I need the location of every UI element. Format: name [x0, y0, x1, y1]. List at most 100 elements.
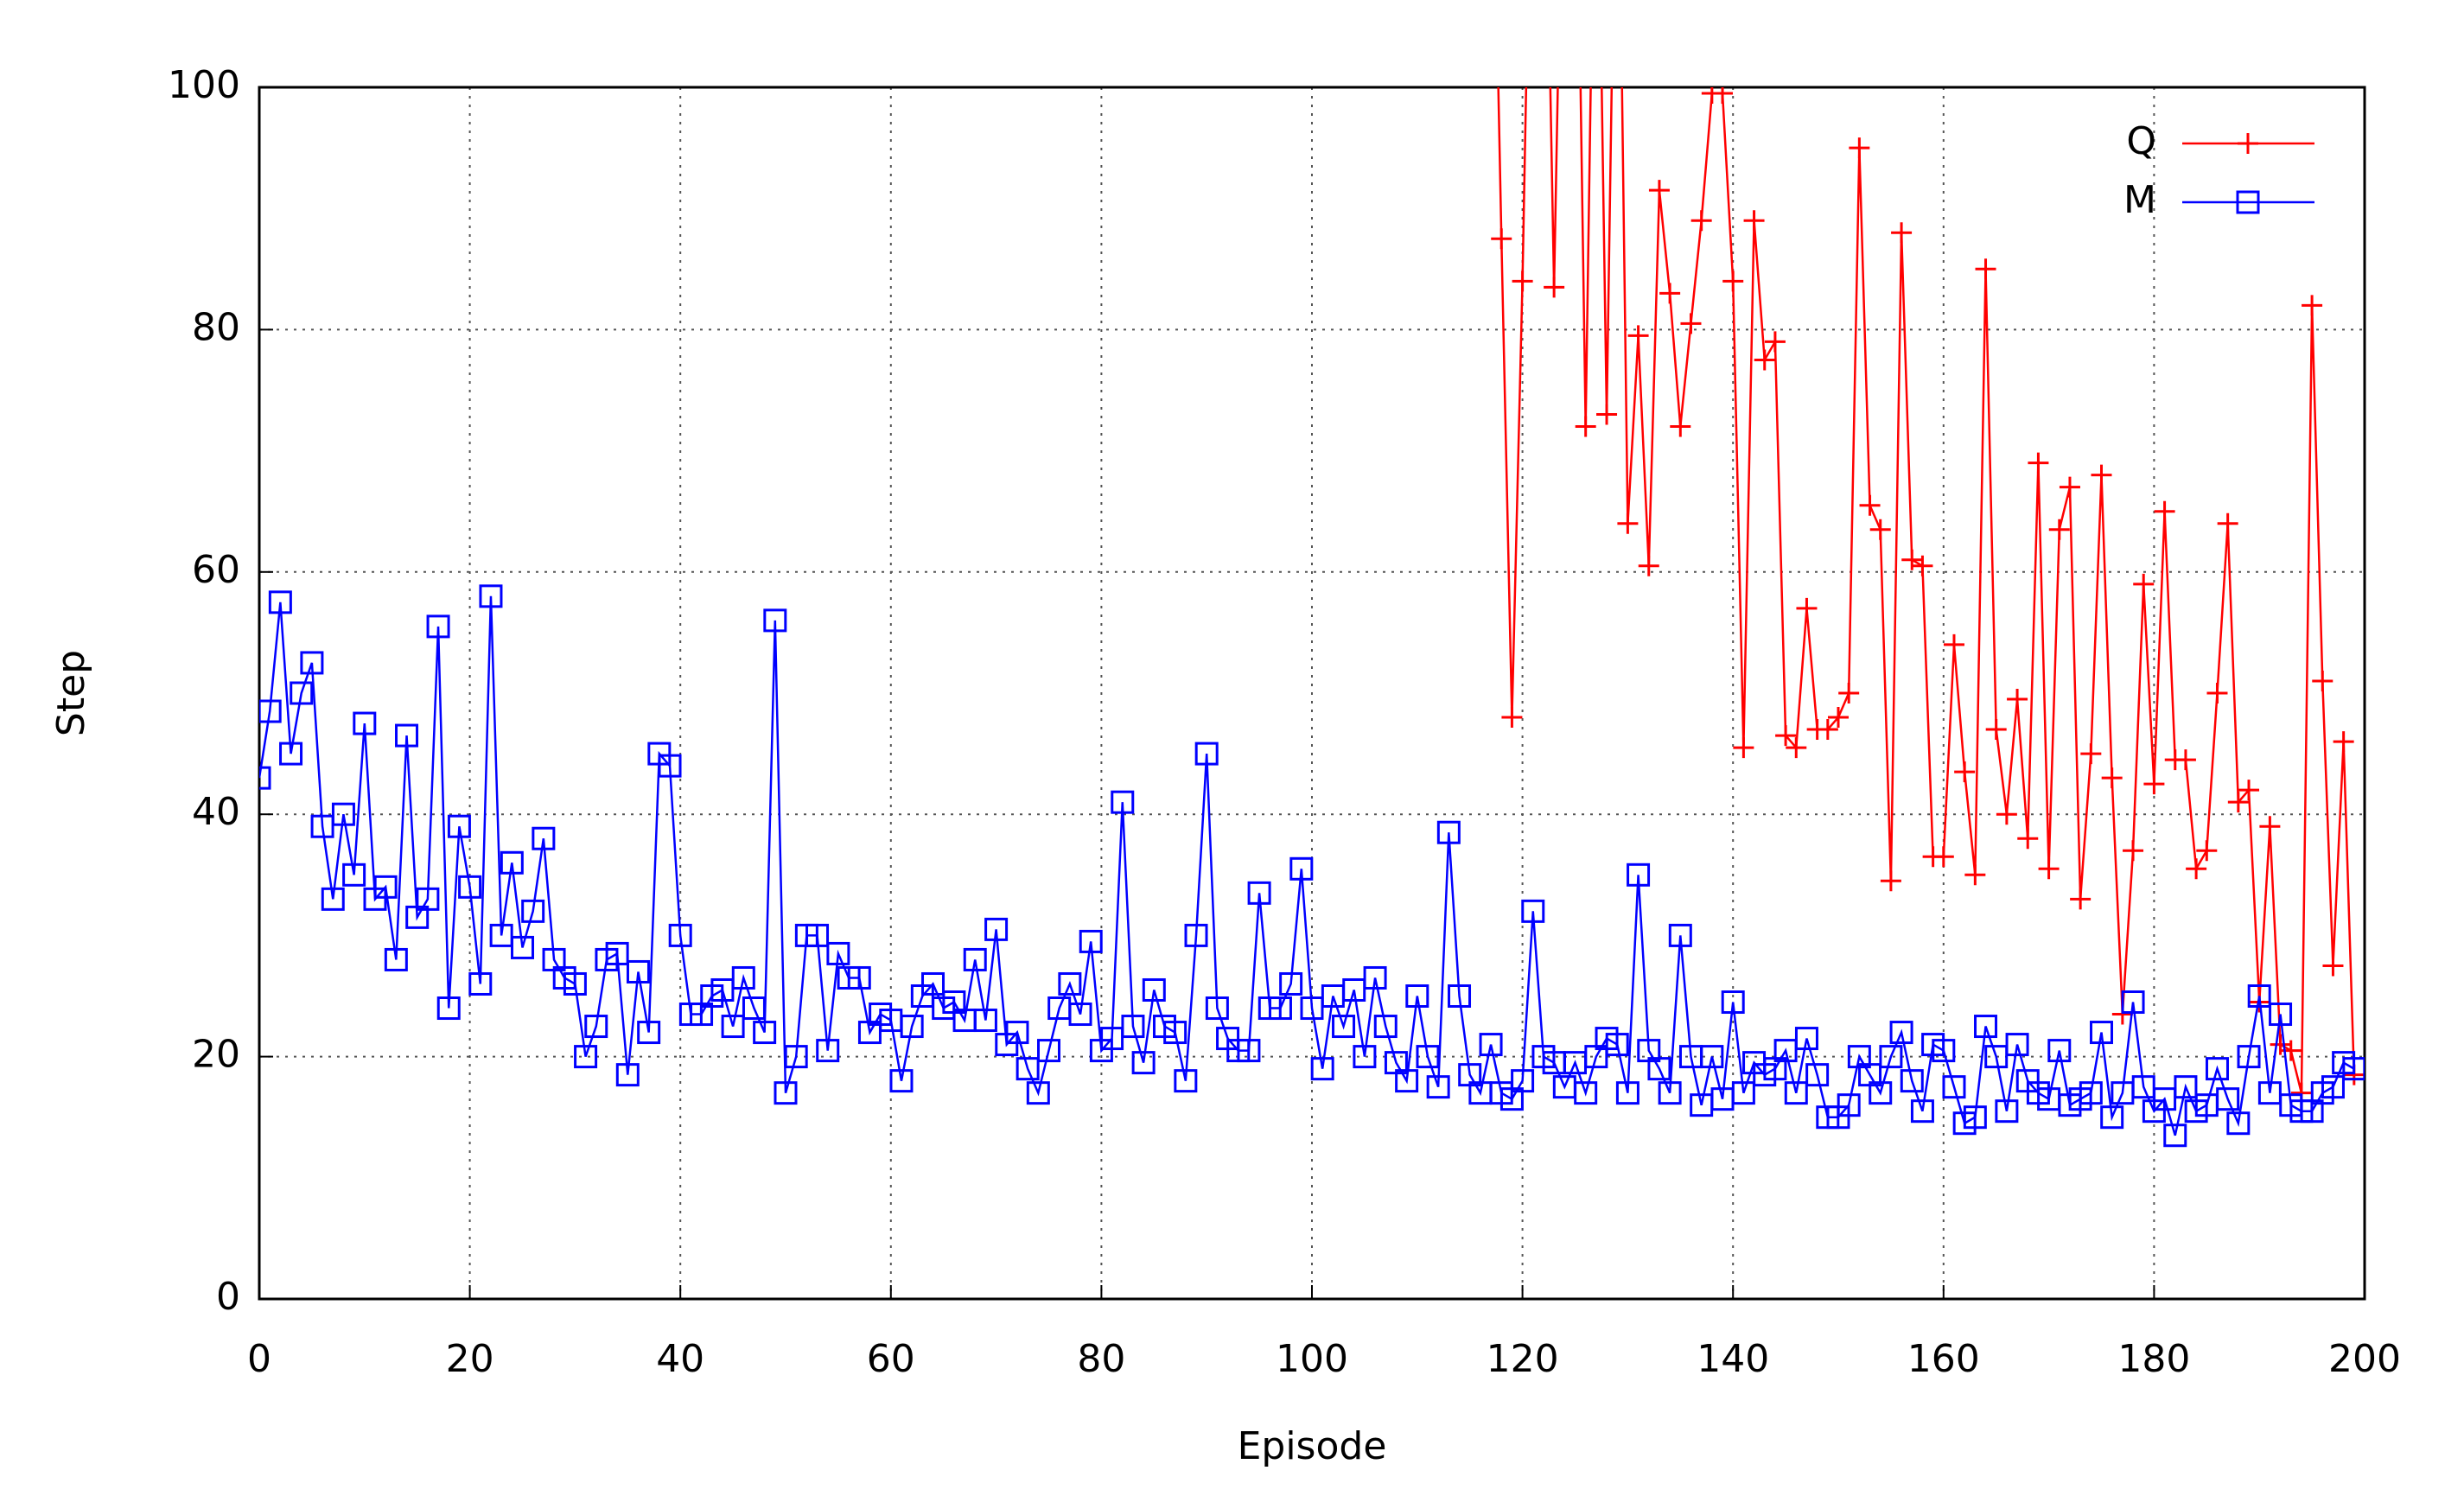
marker — [1733, 737, 1754, 759]
marker — [2079, 1081, 2103, 1105]
marker — [2163, 1124, 2187, 1148]
x-tick-label: 200 — [2328, 1337, 2401, 1381]
marker — [2322, 955, 2344, 977]
marker — [1247, 881, 1271, 905]
marker — [637, 1021, 661, 1045]
legend-label: Q — [2126, 119, 2156, 163]
marker — [2017, 828, 2039, 850]
marker — [816, 1039, 840, 1063]
marker — [279, 742, 303, 766]
marker — [1817, 719, 1838, 741]
marker — [1079, 929, 1103, 953]
marker — [2174, 1075, 2198, 1099]
marker — [1268, 996, 1292, 1021]
plot-area — [259, 87, 2365, 1148]
marker — [1342, 977, 1366, 1002]
marker — [2028, 452, 2049, 474]
marker — [521, 899, 545, 923]
marker — [259, 699, 282, 723]
marker — [1005, 1021, 1029, 1045]
marker — [1596, 404, 1618, 425]
marker — [1575, 416, 1596, 437]
marker — [1100, 1027, 1124, 1051]
marker — [1658, 1081, 1682, 1105]
marker — [479, 584, 503, 608]
y-tick-label: 20 — [192, 1033, 240, 1077]
marker — [1668, 923, 1692, 947]
marker — [310, 814, 334, 838]
marker — [1932, 846, 1954, 868]
marker — [1479, 1033, 1503, 1057]
marker — [1995, 1099, 2019, 1124]
marker — [2237, 1045, 2261, 1069]
marker — [1121, 1015, 1145, 1039]
marker — [1617, 512, 1639, 534]
marker — [1838, 683, 1860, 703]
marker — [1142, 977, 1166, 1002]
marker — [1943, 633, 1964, 655]
marker — [1754, 349, 1775, 371]
x-tick-label: 140 — [1697, 1337, 1769, 1381]
marker — [2047, 1039, 2072, 1063]
marker — [774, 1081, 798, 1105]
marker — [300, 651, 324, 675]
marker — [1574, 1081, 1598, 1105]
marker — [2080, 743, 2102, 765]
marker — [1942, 1075, 1966, 1099]
marker — [2206, 683, 2228, 703]
marker — [2269, 1003, 2293, 1027]
marker — [1648, 180, 1670, 201]
marker — [847, 965, 871, 990]
marker — [2143, 773, 2165, 795]
marker — [1910, 1099, 1934, 1124]
marker — [1615, 1081, 1639, 1105]
marker — [1501, 707, 1523, 729]
marker — [2070, 888, 2092, 910]
marker — [1521, 899, 1545, 923]
marker — [1721, 990, 1745, 1015]
marker — [721, 1015, 745, 1039]
marker — [342, 863, 366, 887]
x-axis-label: Episode — [1238, 1424, 1387, 1468]
y-tick-label: 80 — [192, 305, 240, 349]
marker — [1184, 923, 1208, 947]
marker — [2091, 464, 2112, 486]
marker — [1901, 549, 1923, 570]
marker — [2302, 295, 2323, 316]
marker — [1194, 742, 1219, 766]
marker — [468, 971, 493, 996]
legend-label: M — [2123, 178, 2156, 222]
marker — [1016, 1057, 1040, 1081]
marker — [1773, 1039, 1798, 1063]
marker — [2312, 670, 2333, 691]
marker — [1279, 971, 1303, 996]
marker — [1891, 222, 1913, 244]
marker — [2005, 1033, 2029, 1057]
marker — [1964, 864, 1986, 886]
marker — [1784, 1081, 1808, 1105]
marker — [1647, 1057, 1671, 1081]
marker — [1996, 804, 2017, 825]
marker — [563, 971, 587, 996]
marker — [921, 971, 945, 996]
marker — [1985, 719, 2007, 741]
marker — [1912, 555, 1933, 576]
marker — [1395, 1069, 1419, 1093]
marker — [1289, 856, 1314, 881]
marker — [1963, 1105, 1987, 1130]
y-tick-label: 60 — [192, 548, 240, 592]
marker — [1879, 1045, 1903, 1069]
marker — [1731, 1081, 1755, 1105]
marker — [1436, 820, 1461, 844]
marker — [763, 608, 787, 633]
marker — [1932, 1039, 1956, 1063]
y-axis-label: Step — [49, 650, 93, 736]
marker — [1984, 1045, 2009, 1069]
marker — [805, 923, 830, 947]
marker — [353, 711, 377, 735]
marker — [658, 754, 682, 778]
marker — [1332, 1015, 1356, 1039]
marker — [1353, 1045, 1377, 1069]
marker — [1058, 971, 1082, 996]
